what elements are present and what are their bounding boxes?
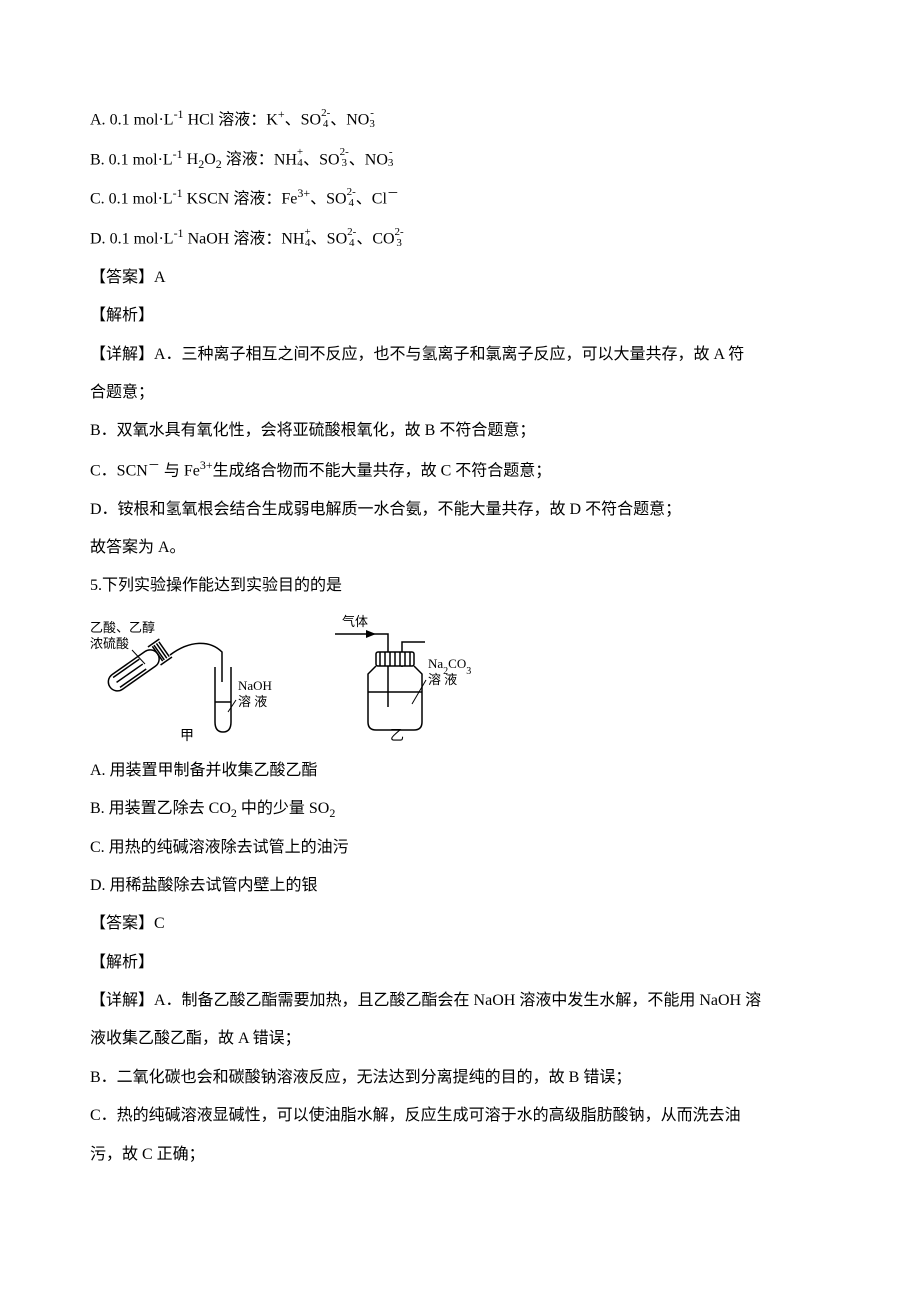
exp: -1 (173, 186, 183, 200)
q4-detail-a1: 【详解】A．三种离子相互之间不反应，也不与氢离子和氯离子反应，可以大量共存，故 … (90, 336, 830, 374)
document-page: A. 0.1 mol·L-1 HCl 溶液：K+、SO2-4、NO-3 B. 0… (0, 0, 920, 1302)
q4-detail-a2: 合题意； (90, 374, 830, 412)
q5-option-b: B. 用装置乙除去 CO2 中的少量 SO2 (90, 790, 830, 828)
q5-option-a: A. 用装置甲制备并收集乙酸乙酯 (90, 752, 830, 790)
q5-stem: 5.下列实验操作能达到实验目的的是 (90, 567, 830, 605)
q5-answer: 【答案】C (90, 905, 830, 943)
q4-option-b: B. 0.1 mol·L-1 H2O2 溶液：NH+4、SO2-3、NO-3 (90, 140, 830, 180)
apparatus-yi: 气体 Na2CO3 溶 液 乙 (330, 612, 500, 742)
text: A. (90, 111, 110, 128)
q5-option-d: D. 用稀盐酸除去试管内壁上的银 (90, 867, 830, 905)
q5-detail-a2: 液收集乙酸乙酯，故 A 错误； (90, 1020, 830, 1058)
caption-jia: 甲 (180, 729, 194, 742)
text: 0.1 mol·L (109, 191, 173, 208)
q5-detail-b: B．二氧化碳也会和碳酸钠溶液反应，无法达到分离提纯的目的，故 B 错误； (90, 1059, 830, 1097)
text: C. (90, 191, 109, 208)
text: H2O2 溶液： (183, 151, 274, 168)
q4-option-a: A. 0.1 mol·L-1 HCl 溶液：K+、SO2-4、NO-3 (90, 100, 830, 140)
exp: -1 (174, 226, 184, 240)
q5-figure-row: 乙酸、乙醇 浓硫酸 NaOH 溶 液 甲 (90, 612, 830, 742)
apparatus-yi-svg: 气体 Na2CO3 溶 液 乙 (330, 612, 500, 742)
apparatus-jia: 乙酸、乙醇 浓硫酸 NaOH 溶 液 甲 (90, 612, 290, 742)
text: NaOH 溶液： (184, 230, 282, 247)
q5-detail-a1: 【详解】A．制备乙酸乙酯需要加热，且乙酸乙酯会在 NaOH 溶液中发生水解，不能… (90, 982, 830, 1020)
label-soln: 溶 液 (428, 672, 457, 687)
q5-option-c: C. 用热的纯碱溶液除去试管上的油污 (90, 829, 830, 867)
q5-jiexi: 【解析】 (90, 944, 830, 982)
caption-yi: 乙 (390, 728, 404, 742)
exp: -1 (173, 147, 183, 161)
text: B. (90, 151, 109, 168)
text: KSCN 溶液： (183, 191, 282, 208)
q4-detail-b: B．双氧水具有氧化性，会将亚硫酸根氧化，故 B 不符合题意； (90, 412, 830, 450)
q4-detail-end: 故答案为 A。 (90, 529, 830, 567)
q4-jiexi: 【解析】 (90, 297, 830, 335)
label-naoh1: NaOH (238, 678, 272, 693)
q5-detail-c2: 污，故 C 正确； (90, 1136, 830, 1174)
exp: -1 (174, 107, 184, 121)
text: 0.1 mol·L (110, 111, 174, 128)
q4-detail-c: C．SCN－ 与 Fe3+生成络合物而不能大量共存，故 C 不符合题意； (90, 451, 830, 491)
q4-answer: 【答案】A (90, 259, 830, 297)
apparatus-jia-svg: 乙酸、乙醇 浓硫酸 NaOH 溶 液 甲 (90, 612, 290, 742)
label-reagent1: 乙酸、乙醇 (90, 620, 155, 635)
text: 0.1 mol·L (109, 151, 173, 168)
text: 0.1 mol·L (110, 230, 174, 247)
label-reagent2: 浓硫酸 (90, 636, 129, 651)
text: HCl 溶液： (184, 111, 267, 128)
label-gas: 气体 (342, 614, 368, 629)
q4-detail-d: D．铵根和氢氧根会结合生成弱电解质一水合氨，不能大量共存，故 D 不符合题意； (90, 491, 830, 529)
label-naoh2: 溶 液 (238, 694, 267, 709)
text: D. (90, 230, 110, 247)
q4-option-d: D. 0.1 mol·L-1 NaOH 溶液：NH+4、SO2-4、CO2-3 (90, 219, 830, 259)
q5-detail-c1: C．热的纯碱溶液显碱性，可以使油脂水解，反应生成可溶于水的高级脂肪酸钠，从而洗去… (90, 1097, 830, 1135)
q4-option-c: C. 0.1 mol·L-1 KSCN 溶液：Fe3+、SO2-4、Cl－ (90, 179, 830, 219)
